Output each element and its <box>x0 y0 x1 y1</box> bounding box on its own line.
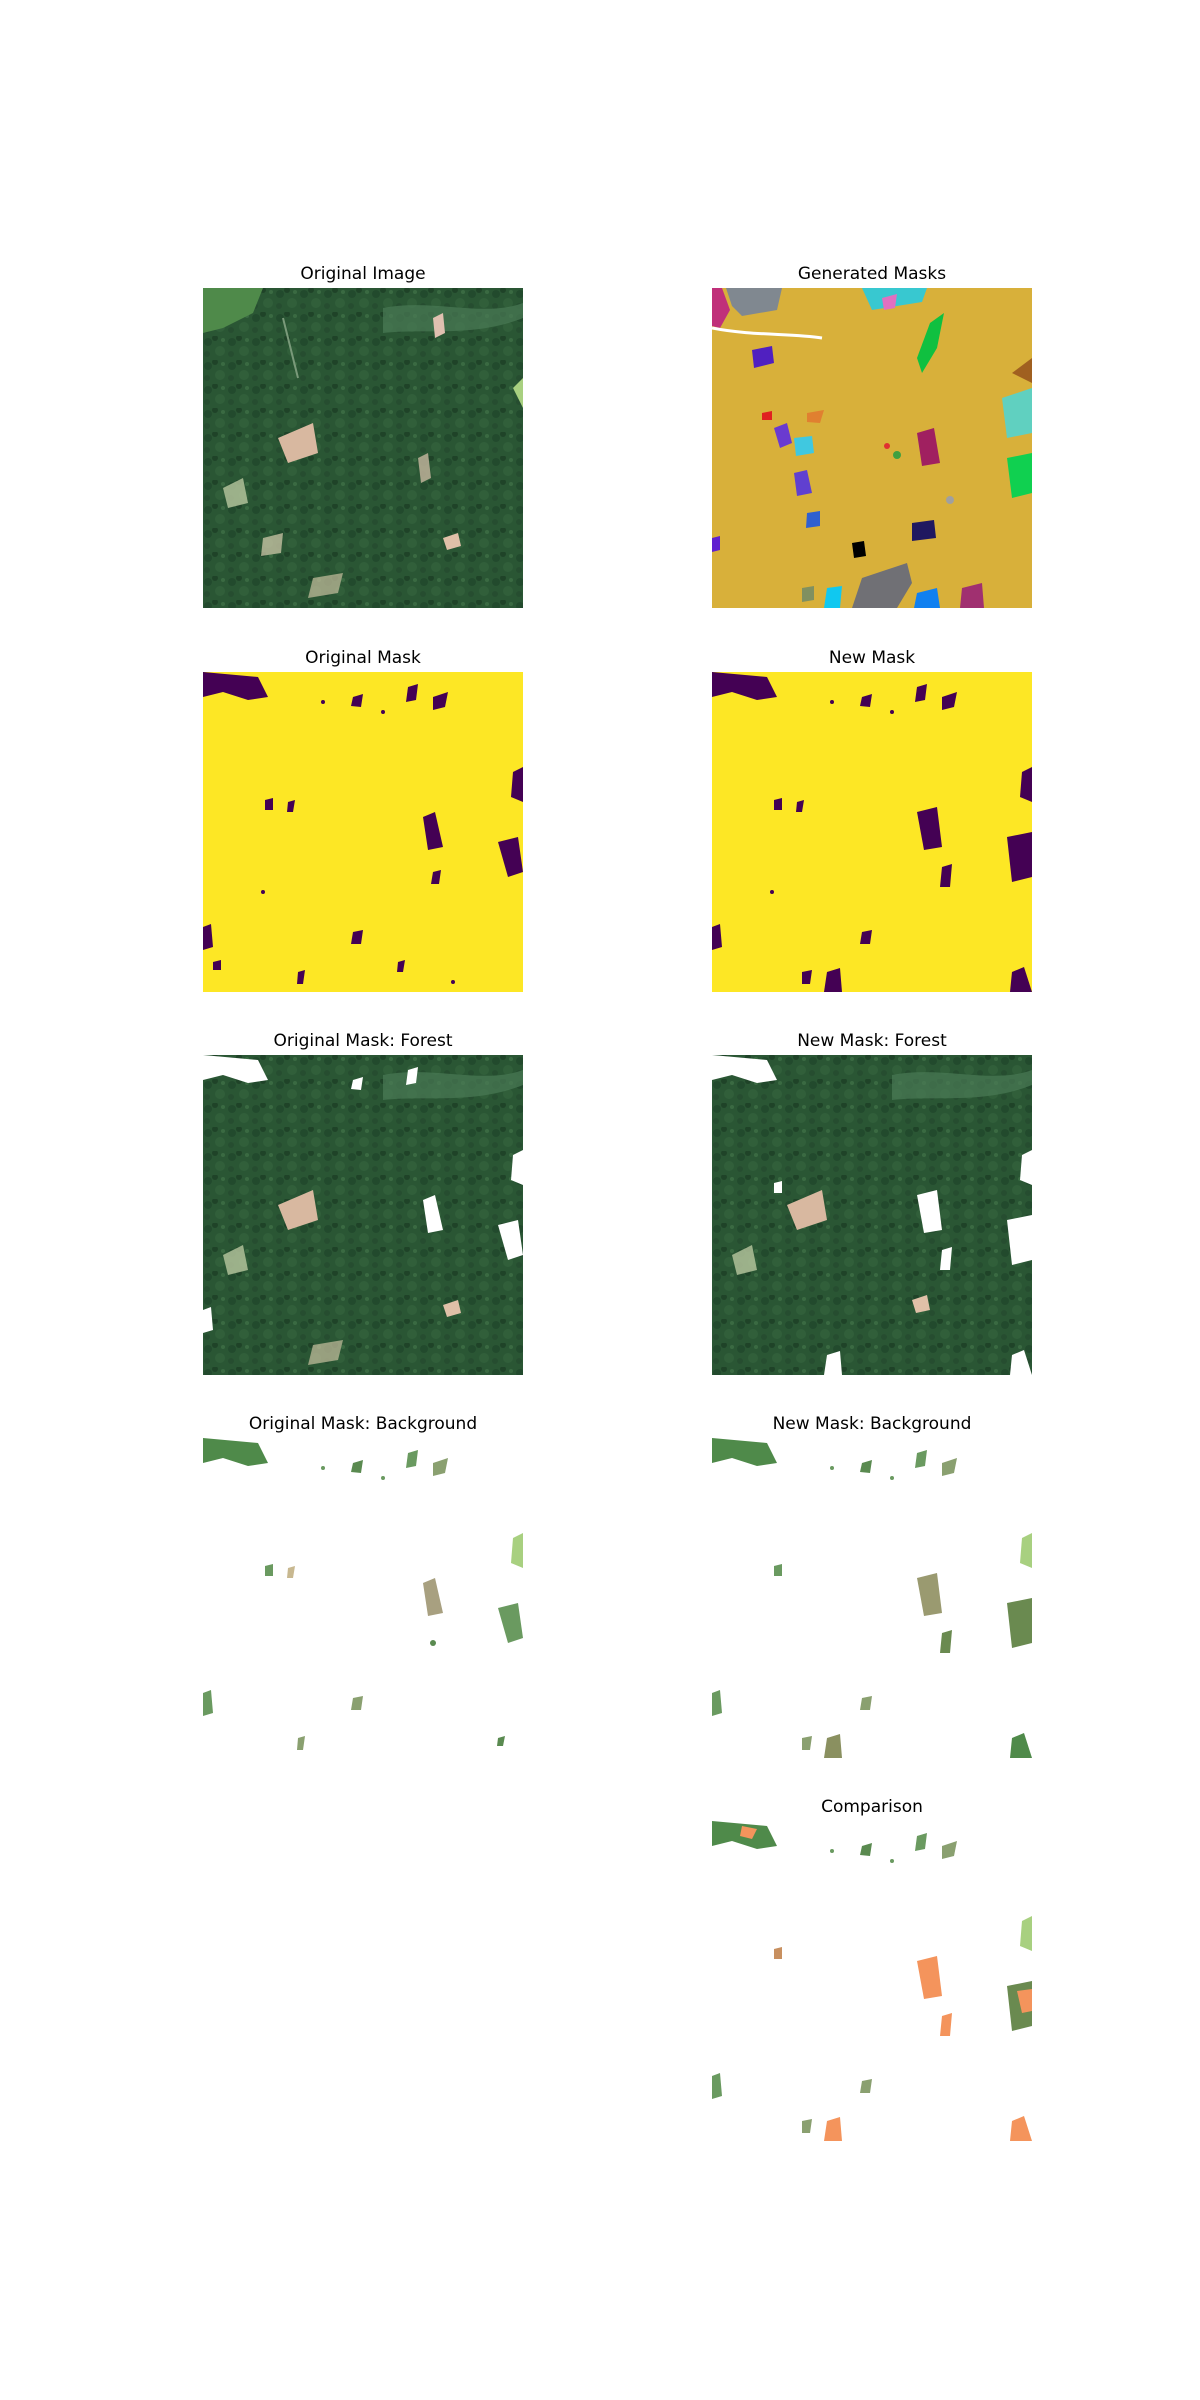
new-mask <box>712 672 1032 992</box>
new-mask-forest <box>712 1055 1032 1375</box>
panel-original-mask-background: Original Mask: Background <box>203 1414 523 1758</box>
panel-title: New Mask <box>828 648 916 668</box>
panel-original-image: Original Image <box>203 264 523 608</box>
panel-title: Comparison <box>821 1797 923 1817</box>
original-mask-forest <box>203 1055 523 1375</box>
panel-generated-masks: Generated Masks <box>712 264 1032 608</box>
panel-new-mask-background: New Mask: Background <box>712 1414 1032 1758</box>
panel-title: New Mask: Forest <box>797 1031 947 1051</box>
new-mask-background <box>712 1438 1032 1758</box>
comparison <box>712 1821 1032 2141</box>
panel-title: Original Mask: Background <box>248 1414 478 1434</box>
panel-original-mask-forest: Original Mask: Forest <box>203 1031 523 1375</box>
panel-title: New Mask: Background <box>772 1414 972 1434</box>
panel-original-mask: Original Mask <box>203 648 523 992</box>
panel-new-mask: New Mask <box>712 648 1032 992</box>
panel-title: Original Image <box>300 264 426 284</box>
panel-title: Original Mask <box>305 648 421 668</box>
panel-title: Original Mask: Forest <box>273 1031 453 1051</box>
original-mask-background <box>203 1438 523 1758</box>
original-mask <box>203 672 523 992</box>
panel-comparison: Comparison <box>712 1797 1032 2141</box>
generated-masks <box>712 288 1032 608</box>
original-image <box>203 288 523 608</box>
panel-new-mask-forest: New Mask: Forest <box>712 1031 1032 1375</box>
panel-title: Generated Masks <box>797 264 947 284</box>
